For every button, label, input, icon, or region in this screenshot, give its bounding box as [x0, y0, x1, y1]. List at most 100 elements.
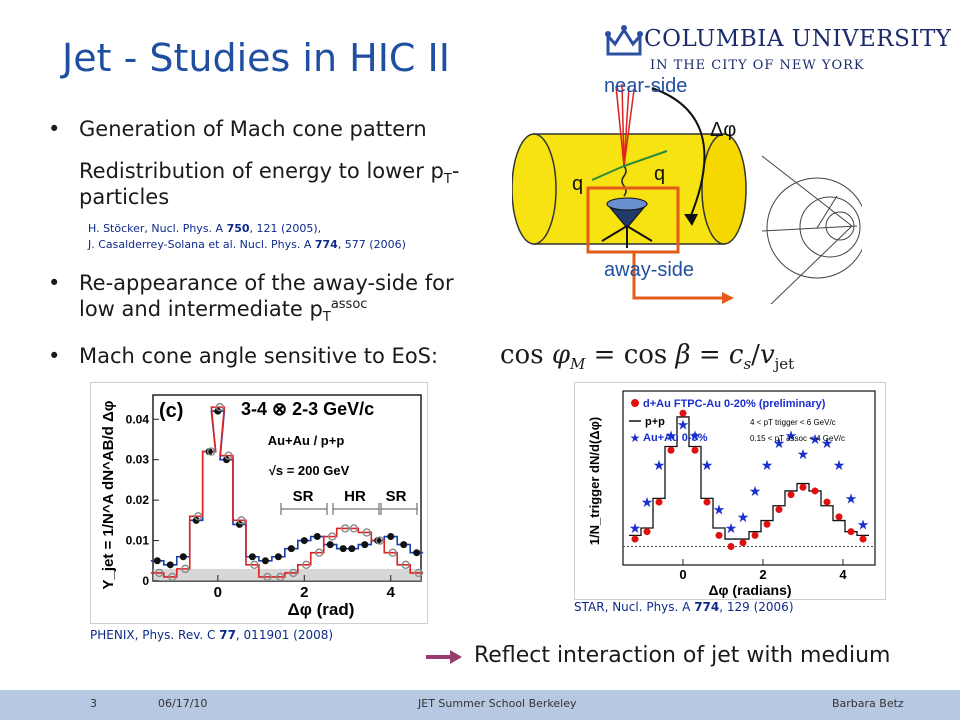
annotation-sr2: SR	[386, 488, 407, 505]
quark-label-left: q	[572, 173, 583, 195]
mach-cone-geometry	[761, 155, 862, 304]
y-axis-label: Y_jet = 1/N^A dN^AB/d Δφ	[100, 400, 117, 589]
bullet-dot: •	[48, 271, 61, 295]
pp-point	[224, 451, 233, 460]
footer-bar: 3 06/17/10 JET Summer School Berkeley Ba…	[0, 690, 960, 720]
conclusion-text: Reflect interaction of jet with medium	[474, 643, 891, 668]
pp-point	[414, 568, 423, 578]
star-figure: 0 2 4 ★ ★ ★ ★ ★ ★ ★ ★ ★ ★ ★ ★ ★ ★ ★ ★ ★ ★ ★ ★ d+Au FTPC-Au 0-20…	[574, 382, 886, 600]
ref-volume: 77	[219, 628, 236, 642]
systematic-band	[153, 568, 421, 581]
auau-point	[326, 541, 334, 549]
logo-name: COLUMBIA UNIVERSITY	[644, 26, 952, 52]
auau-point	[348, 545, 356, 553]
dau-point	[751, 531, 759, 539]
bullet-dot: •	[48, 344, 61, 368]
pp-point	[194, 512, 203, 521]
ref-text: J. Casalderrey-Solana et al. Nucl. Phys.…	[88, 238, 315, 251]
auau-point	[400, 541, 408, 549]
pp-point	[289, 568, 298, 578]
bullet-eos: • Mach cone angle sensitive to EoS:	[48, 343, 438, 369]
y-tick-label: 0.02	[126, 493, 150, 507]
ref-text: PHENIX, Phys. Rev. C	[90, 628, 220, 642]
ref-text: STAR, Nucl. Phys. A	[574, 600, 695, 614]
cylinder-right-cap	[701, 133, 747, 245]
ref-text: , 011901 (2008)	[235, 628, 334, 642]
plot-frame	[152, 394, 422, 582]
dau-point	[847, 528, 855, 536]
dau-point	[703, 498, 711, 506]
pp-point	[250, 560, 259, 570]
auau-star: ★	[773, 435, 786, 451]
auau-star: ★	[809, 431, 822, 447]
near-side-label: near-side	[604, 76, 687, 97]
auau-star: ★	[845, 490, 858, 506]
bullet-text: low and intermediate p	[79, 297, 323, 321]
bullet-text: particles	[79, 185, 170, 209]
annotation-sr1: SR	[293, 488, 314, 505]
arrow-icon	[426, 650, 462, 664]
dau-point	[823, 498, 831, 506]
pp-histogram	[629, 416, 869, 540]
auau-star: ★	[725, 520, 738, 536]
pp-point	[328, 532, 337, 541]
x-tick-label: 0	[679, 567, 686, 582]
bullet-reappearance: • Re-appearance of the away-side for low…	[48, 270, 454, 326]
page-number: 3	[90, 697, 97, 710]
auau-star: ★	[797, 446, 810, 462]
auau-point	[235, 520, 243, 528]
pp-point	[401, 560, 410, 570]
auau-point	[192, 516, 200, 524]
pp-point	[168, 572, 177, 582]
auau-point	[361, 541, 369, 549]
dau-point	[799, 483, 807, 491]
auau-point	[179, 553, 187, 561]
annotation-system: Au+Au / p+p	[268, 433, 345, 448]
phenix-plot-area: 0 0.01 0.02 0.03 0.04 0 2 4 Au+Au / p+p √s = 200 …	[100, 394, 424, 619]
auau-point	[214, 407, 222, 415]
auau-point	[274, 553, 282, 561]
pp-point	[388, 548, 397, 557]
auau-point	[287, 545, 295, 553]
histogram-pp	[150, 406, 424, 578]
auau-star: ★	[785, 427, 798, 443]
pp-point	[315, 548, 324, 557]
quark-label-right: q	[654, 163, 665, 185]
dau-point	[631, 535, 639, 543]
subscript: T	[443, 172, 452, 188]
pp-point	[302, 560, 311, 570]
chart-title: 3-4 ⊗ 2-3 GeV/c	[241, 399, 374, 419]
x-tick-label: 0	[214, 584, 222, 601]
auau-point	[248, 553, 256, 561]
ref-volume: 774	[314, 238, 338, 251]
delta-phi-label: Δφ	[710, 119, 736, 141]
pp-point	[362, 528, 372, 537]
superscript: assoc	[330, 297, 368, 312]
y-axis-label: 1/N_trigger dN/d(Δφ)	[587, 417, 602, 545]
auau-star: ★	[641, 494, 654, 510]
annotation-hr: HR	[344, 488, 366, 505]
ref-text: H. Stöcker, Nucl. Phys. A	[88, 222, 227, 235]
dau-point	[739, 539, 747, 547]
subscript: T	[322, 310, 331, 326]
auau-point	[261, 557, 269, 565]
x-axis-label: Δφ (radians)	[708, 582, 791, 598]
y-tick-label: 0	[142, 574, 149, 588]
auau-star: ★	[653, 457, 666, 473]
bullet-dot: •	[48, 117, 61, 141]
pp-point	[349, 524, 359, 533]
y-tick-label: 0.03	[126, 453, 150, 467]
auau-star: ★	[713, 501, 726, 517]
legend-pp: p+p	[645, 416, 665, 428]
mach-cone-equation: cos φM = cos β = cs/vjet	[500, 340, 795, 374]
pp-point	[155, 568, 164, 578]
auau-star: ★	[761, 457, 774, 473]
pp-point	[276, 572, 285, 582]
pp-point	[215, 402, 225, 412]
university-logo: COLUMBIA UNIVERSITY IN THE CITY OF NEW Y…	[604, 22, 951, 78]
auau-point	[339, 545, 347, 553]
dau-point	[835, 513, 843, 521]
star-reference: STAR, Nucl. Phys. A 774, 129 (2006)	[574, 600, 794, 614]
dau-point	[715, 531, 723, 539]
plot-frame	[622, 390, 876, 566]
